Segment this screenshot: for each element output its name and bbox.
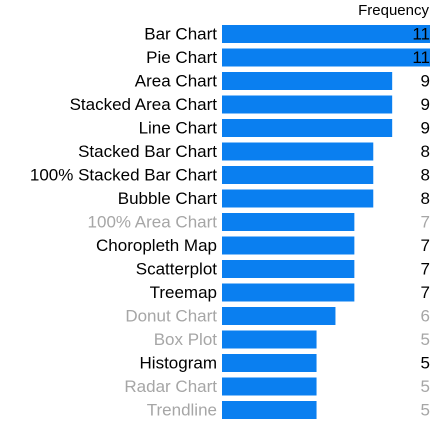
bar [222, 236, 355, 255]
category-label: Stacked Bar Chart [78, 142, 217, 161]
value-label: 9 [421, 95, 430, 114]
value-label: 7 [421, 213, 430, 232]
bar [222, 48, 430, 67]
category-label: Bar Chart [144, 25, 217, 44]
category-label: Line Chart [139, 119, 218, 138]
value-label: 8 [421, 189, 430, 208]
category-label: Box Plot [154, 330, 218, 349]
bar [222, 330, 317, 349]
bar [222, 283, 355, 302]
bar [222, 189, 374, 208]
bar [222, 401, 317, 419]
value-label: 5 [421, 354, 430, 373]
bar [222, 377, 317, 396]
bar [222, 142, 374, 161]
category-label: 100% Area Chart [88, 213, 218, 232]
value-label: 5 [421, 377, 430, 396]
category-label: Scatterplot [136, 260, 218, 279]
frequency-header: Frequency [358, 2, 429, 19]
category-label: 100% Stacked Bar Chart [30, 166, 217, 185]
bar [222, 307, 336, 325]
category-label: Area Chart [135, 72, 217, 91]
value-label: 5 [421, 330, 430, 349]
bar [222, 354, 317, 372]
category-label: Treemap [150, 283, 217, 302]
bar [222, 213, 355, 231]
value-label: 8 [421, 142, 430, 161]
value-label: 7 [421, 260, 430, 279]
value-label: 11 [412, 48, 430, 67]
value-label: 9 [421, 72, 430, 91]
category-label: Pie Chart [146, 48, 217, 67]
bar [222, 260, 355, 278]
category-label: Choropleth Map [96, 236, 217, 255]
bar [222, 72, 393, 90]
value-label: 7 [421, 236, 430, 255]
value-label: 6 [421, 307, 430, 326]
bar [222, 25, 430, 43]
value-label: 9 [421, 119, 430, 138]
value-label: 7 [421, 283, 430, 302]
category-label: Bubble Chart [118, 189, 218, 208]
bar [222, 166, 374, 184]
category-label: Trendline [147, 401, 217, 420]
category-label: Stacked Area Chart [70, 95, 218, 114]
category-label: Histogram [140, 354, 217, 373]
category-label: Radar Chart [124, 377, 217, 396]
category-label: Donut Chart [125, 307, 217, 326]
bar [222, 119, 393, 137]
value-label: 11 [412, 25, 430, 44]
bar [222, 95, 393, 114]
value-label: 8 [421, 166, 430, 185]
value-label: 5 [421, 401, 430, 420]
